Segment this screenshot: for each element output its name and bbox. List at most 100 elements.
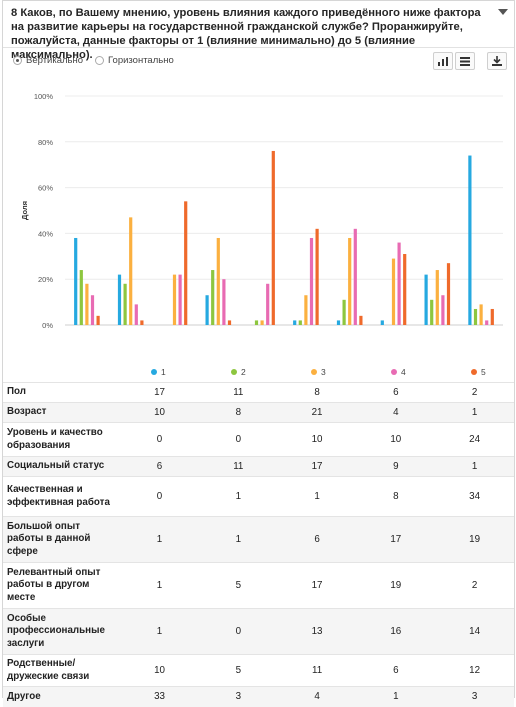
bar-3[interactable]: [216, 237, 220, 325]
y-tick-label: 100%: [34, 92, 54, 101]
question-title: 8 Каков, по Вашему мнению, уровень влиян…: [11, 7, 481, 61]
bar-3[interactable]: [435, 270, 439, 325]
legend-swatch: [151, 369, 157, 375]
y-tick-label: 20%: [38, 275, 53, 284]
table-row: Большой опыт работы в данной сфере 1 1 6 17 1…: [3, 516, 514, 563]
bar-2[interactable]: [211, 270, 215, 325]
legend-label: 4: [401, 367, 406, 377]
bar-2[interactable]: [123, 283, 127, 325]
y-tick-label: 80%: [38, 138, 53, 147]
download-icon: [492, 56, 502, 66]
bar-3[interactable]: [479, 304, 483, 325]
table-cell: 0: [198, 422, 278, 457]
row-label: Пол: [3, 382, 121, 403]
table-cell: 6: [356, 382, 436, 403]
legend-label: 1: [161, 367, 166, 377]
bar-2[interactable]: [298, 320, 302, 325]
bar-3[interactable]: [172, 274, 177, 325]
bar-1[interactable]: [293, 320, 297, 325]
table-cell: 24: [435, 422, 514, 457]
download-button[interactable]: [487, 52, 507, 70]
bar-4[interactable]: [178, 274, 182, 325]
table-cell: 12: [435, 654, 514, 687]
table-cell: 10: [120, 402, 199, 423]
table-cell: 1: [198, 476, 278, 517]
table-row: Пол 17 11 8 6 2: [3, 382, 514, 403]
bar-3[interactable]: [260, 320, 264, 325]
bar-4[interactable]: [90, 295, 95, 325]
table-button[interactable]: [455, 52, 475, 70]
bar-1[interactable]: [74, 237, 78, 325]
bar-3[interactable]: [129, 217, 133, 325]
table-cell: 1: [435, 456, 514, 477]
bar-3[interactable]: [391, 258, 396, 325]
bar-1[interactable]: [117, 274, 122, 325]
bar-4[interactable]: [441, 295, 445, 325]
bar-4[interactable]: [353, 228, 357, 325]
legend-swatch: [391, 369, 397, 375]
legend-item-3[interactable]: 3: [311, 367, 326, 377]
bar-5[interactable]: [140, 320, 144, 325]
table-cell: 1: [120, 516, 199, 563]
bar-5[interactable]: [403, 254, 407, 325]
table-row: Возраст 10 8 21 4 1: [3, 402, 514, 423]
data-table: Пол 17 11 8 6 2 Возраст 10 8 21 4 1 Уровень и качест…: [3, 382, 514, 707]
bar-1[interactable]: [380, 320, 384, 325]
bar-3[interactable]: [85, 283, 89, 325]
bar-5[interactable]: [96, 315, 100, 325]
chevron-down-icon[interactable]: [498, 9, 508, 15]
bar-5[interactable]: [227, 320, 232, 325]
table-cell: 3: [435, 686, 514, 707]
legend-item-5[interactable]: 5: [471, 367, 486, 377]
legend-item-4[interactable]: 4: [391, 367, 406, 377]
table-cell: 17: [277, 562, 357, 609]
table-cell: 33: [120, 686, 199, 707]
table-cell: 11: [277, 654, 357, 687]
bar-5[interactable]: [315, 228, 319, 325]
bar-1[interactable]: [468, 155, 472, 325]
radio-horizontal[interactable]: [95, 56, 105, 65]
bar-4[interactable]: [266, 283, 270, 325]
table-cell: 14: [435, 608, 514, 655]
table-row: Особые профессиональные заслуги 1 0 13 16 14: [3, 608, 514, 655]
bar-4[interactable]: [309, 237, 314, 325]
bar-1[interactable]: [336, 320, 341, 325]
bar-5[interactable]: [446, 263, 451, 325]
bar-4[interactable]: [222, 279, 226, 325]
radio-horizontal-label[interactable]: Горизонтально: [108, 55, 174, 66]
bar-5[interactable]: [490, 308, 494, 325]
bar-4[interactable]: [397, 242, 401, 325]
bar-4[interactable]: [134, 304, 138, 325]
bar-1[interactable]: [205, 295, 209, 325]
bar-3[interactable]: [348, 237, 352, 325]
legend-swatch: [231, 369, 237, 375]
bar-4[interactable]: [485, 320, 489, 325]
table-cell: 4: [277, 686, 357, 707]
bar-5[interactable]: [271, 150, 275, 325]
radio-vertical-label[interactable]: Вертикально: [26, 55, 84, 66]
legend-item-2[interactable]: 2: [231, 367, 246, 377]
table-cell: 1: [435, 402, 514, 423]
row-label: Возраст: [3, 402, 121, 423]
bar-5[interactable]: [359, 315, 363, 325]
table-cell: 3: [198, 686, 278, 707]
bar-chart-button[interactable]: [433, 52, 453, 70]
legend-item-1[interactable]: 1: [151, 367, 166, 377]
bar-1[interactable]: [424, 274, 428, 325]
bar-3[interactable]: [304, 295, 308, 325]
row-label: Качественная и эффективная работа: [3, 476, 121, 517]
table-cell: 0: [198, 608, 278, 655]
legend-swatch: [311, 369, 317, 375]
bar-5[interactable]: [184, 201, 188, 325]
bar-2[interactable]: [342, 299, 346, 325]
table-row: Другое 33 3 4 1 3: [3, 686, 514, 707]
table-row: Родственные/ дружеские связи 10 5 11 6 12: [3, 654, 514, 687]
bar-2[interactable]: [79, 270, 83, 325]
table-cell: 11: [198, 382, 278, 403]
bar-2[interactable]: [430, 299, 434, 325]
bar-2[interactable]: [254, 320, 259, 325]
bar-2[interactable]: [473, 308, 478, 325]
table-cell: 8: [198, 402, 278, 423]
radio-vertical[interactable]: [13, 56, 22, 65]
legend-label: 2: [241, 367, 246, 377]
